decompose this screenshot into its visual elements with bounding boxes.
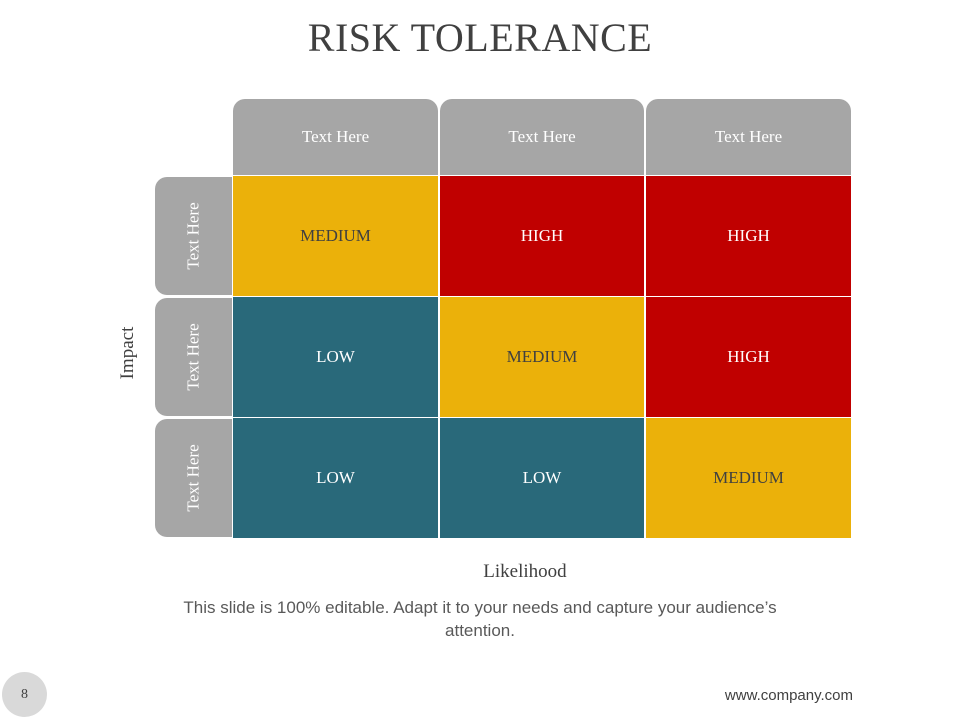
risk-level-label: HIGH (727, 347, 770, 366)
risk-level-label: HIGH (727, 226, 770, 245)
slide-title: RISK TOLERANCE (307, 15, 653, 60)
risk-level-label: MEDIUM (713, 468, 784, 487)
row-header: Text Here (155, 419, 232, 537)
risk-level-label: HIGH (520, 226, 564, 245)
row-header: Text Here (155, 298, 232, 416)
risk-level-label: LOW (316, 468, 355, 487)
page-number-label: 8 (21, 686, 28, 702)
risk-level-label: MEDIUM (300, 226, 371, 245)
risk-cell: LOW (233, 418, 438, 538)
column-header: Text Here (440, 99, 644, 175)
website-url: www.company.com (724, 687, 853, 704)
row-header-label: Text Here (183, 202, 203, 270)
row-header: Text Here (155, 177, 232, 295)
risk-cell: HIGH (646, 297, 851, 417)
y-axis-label: Impact (117, 326, 138, 380)
risk-cell: HIGH (440, 176, 644, 296)
risk-level-label: LOW (316, 347, 355, 366)
row-header-label: Text Here (183, 323, 203, 391)
risk-cell: MEDIUM (440, 297, 644, 417)
column-header-label: Text Here (508, 127, 576, 146)
column-header-label: Text Here (714, 127, 783, 146)
page-number: 8 (2, 672, 47, 717)
risk-level-label: LOW (522, 468, 562, 487)
risk-cell: HIGH (646, 176, 851, 296)
column-header: Text Here (233, 99, 438, 175)
risk-cell: LOW (233, 297, 438, 417)
risk-cell: LOW (440, 418, 644, 538)
footnote: This slide is 100% editable. Adapt it to… (183, 598, 777, 640)
column-header: Text Here (646, 99, 851, 175)
risk-level-label: MEDIUM (506, 347, 578, 366)
risk-cell: MEDIUM (646, 418, 851, 538)
column-header-label: Text Here (301, 127, 370, 146)
risk-cell: MEDIUM (233, 176, 438, 296)
row-header-label: Text Here (183, 444, 203, 512)
x-axis-label: Likelihood (483, 561, 567, 582)
